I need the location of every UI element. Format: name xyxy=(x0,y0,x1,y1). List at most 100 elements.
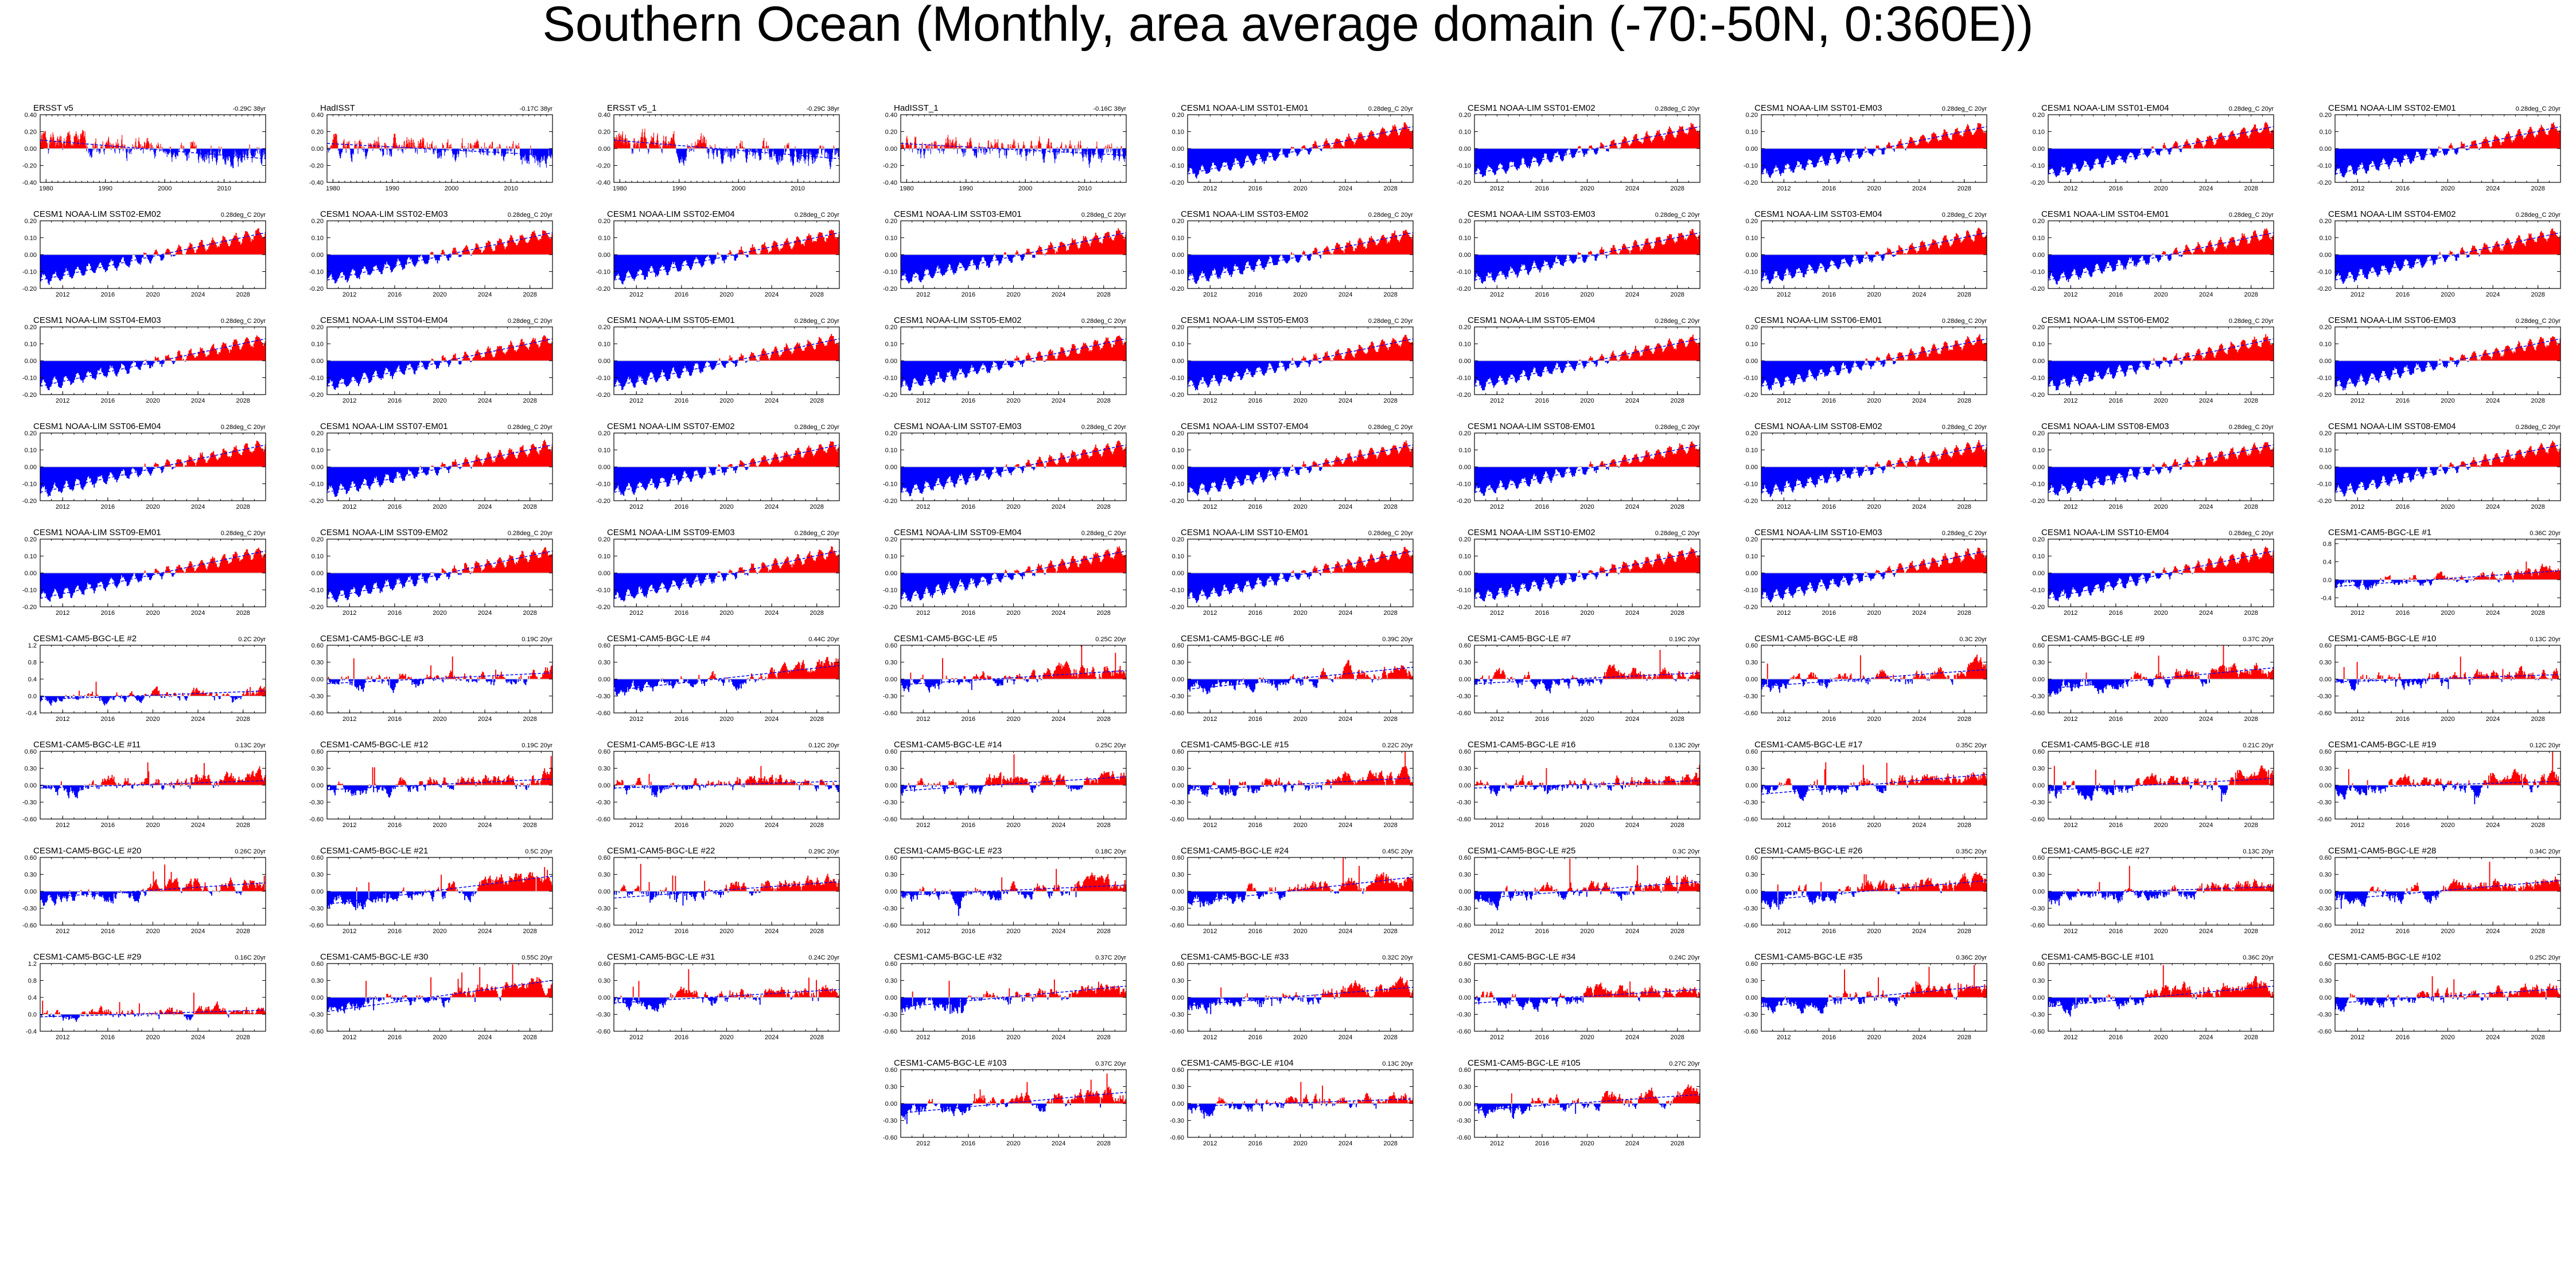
trend-label: 0.28deg_C 20yr xyxy=(1942,530,1987,537)
panel-19: CESM1 NOAA-LIM SST04-EM03 0.28deg_C 20yr 0… xyxy=(22,315,266,404)
y-tick-label: 0.00 xyxy=(1172,252,1184,259)
panel-title: CESM1 NOAA-LIM SST01-EM03 xyxy=(1754,103,1882,113)
trend-line xyxy=(326,444,553,493)
x-tick-label: 2020 xyxy=(2441,716,2454,723)
negative-anomaly-fill xyxy=(327,149,553,168)
x-tick-label: 1990 xyxy=(99,185,112,192)
series-area xyxy=(1188,547,1414,603)
y-tick-label: -0.30 xyxy=(2317,1012,2332,1019)
y-tick-label: 0.20 xyxy=(1172,536,1184,543)
positive-anomaly-fill xyxy=(912,979,1127,997)
trend-line xyxy=(40,882,266,898)
y-tick-label: -0.60 xyxy=(1457,1028,1471,1035)
panel-42: CESM1 NOAA-LIM SST10-EM02 0.28deg_C 20yr 0… xyxy=(1457,528,1701,617)
trend-label: 0.12C 20yr xyxy=(2530,742,2561,749)
negative-anomaly-fill xyxy=(327,467,472,497)
negative-anomaly-fill xyxy=(901,891,1077,916)
x-tick-label: 2020 xyxy=(1867,185,1881,192)
panel-title: CESM1 NOAA-LIM SST03-EM04 xyxy=(1754,209,1882,219)
y-tick-label: 0.00 xyxy=(598,782,610,789)
series-area xyxy=(327,756,553,798)
trend-line xyxy=(326,778,553,790)
x-tick-label: 2012 xyxy=(1203,185,1217,192)
x-tick-label: 2012 xyxy=(629,1034,643,1041)
y-tick-label: -0.4 xyxy=(26,1028,37,1035)
positive-anomaly-fill xyxy=(716,229,840,255)
x-tick-label: 2020 xyxy=(2154,928,2168,935)
y-tick-label: 0.10 xyxy=(1172,553,1184,560)
x-tick-label: 2016 xyxy=(675,1034,688,1041)
trend-line xyxy=(40,444,266,493)
series-area xyxy=(1188,440,1414,496)
x-tick-label: 2028 xyxy=(523,291,536,298)
y-tick-label: 0.00 xyxy=(2033,995,2045,1001)
y-tick-label: 0.00 xyxy=(598,570,610,577)
negative-anomaly-fill xyxy=(1188,997,1374,1015)
panel-37: CESM1 NOAA-LIM SST09-EM01 0.28deg_C 20yr 0… xyxy=(22,528,266,617)
series-area xyxy=(2048,645,2274,696)
trend-line xyxy=(2334,126,2561,174)
x-tick-label: 2012 xyxy=(1490,291,1504,298)
trend-line xyxy=(1474,989,1701,1004)
x-tick-label: 2020 xyxy=(1293,397,1307,404)
x-tick-label: 2016 xyxy=(962,1034,975,1041)
panel-title: CESM1 NOAA-LIM SST05-EM03 xyxy=(1181,315,1309,325)
x-tick-label: 2020 xyxy=(2154,1034,2168,1041)
x-tick-label: 2016 xyxy=(101,716,115,723)
trend-line xyxy=(2048,985,2274,1007)
trend-line xyxy=(900,338,1127,387)
y-tick-label: 0.00 xyxy=(312,782,324,789)
panel-33: CESM1 NOAA-LIM SST08-EM01 0.28deg_C 20yr 0… xyxy=(1457,422,1701,510)
trend-line xyxy=(2048,778,2274,791)
y-tick-label: 0.00 xyxy=(25,146,37,153)
x-tick-label: 2024 xyxy=(191,716,205,723)
x-tick-label: 2028 xyxy=(523,397,536,404)
y-tick-label: 0.10 xyxy=(2320,341,2332,348)
y-tick-label: 0.60 xyxy=(1746,642,1758,649)
x-tick-label: 2028 xyxy=(1096,928,1110,935)
y-tick-label: -0.30 xyxy=(309,1012,324,1019)
y-tick-label: -0.60 xyxy=(1457,1134,1471,1141)
y-tick-label: 0.00 xyxy=(2320,252,2332,259)
negative-anomaly-fill xyxy=(1761,149,1906,178)
y-tick-label: -0.60 xyxy=(2317,922,2332,929)
y-tick-label: -0.10 xyxy=(1744,163,1758,170)
positive-anomaly-fill xyxy=(718,334,840,361)
y-tick-label: 0.20 xyxy=(312,536,324,543)
x-tick-label: 2024 xyxy=(1052,504,1065,510)
panel-22: CESM1 NOAA-LIM SST05-EM02 0.28deg_C 20yr 0… xyxy=(883,315,1127,404)
trend-label: 0.44C 20yr xyxy=(808,636,839,643)
y-tick-label: 0.00 xyxy=(1459,888,1471,895)
panel-38: CESM1 NOAA-LIM SST09-EM02 0.28deg_C 20yr 0… xyxy=(309,528,553,617)
y-tick-label: -0.60 xyxy=(596,1028,610,1035)
x-tick-label: 2012 xyxy=(1490,716,1504,723)
y-tick-label: 0.20 xyxy=(2320,218,2332,225)
panel-39: CESM1 NOAA-LIM SST09-EM03 0.28deg_C 20yr 0… xyxy=(596,528,840,617)
y-tick-label: 0.60 xyxy=(885,1067,897,1074)
panel-title: CESM1 NOAA-LIM SST04-EM03 xyxy=(33,315,161,325)
panel-29: CESM1 NOAA-LIM SST07-EM01 0.28deg_C 20yr 0… xyxy=(309,422,553,510)
trend-line xyxy=(1761,774,1987,795)
x-tick-label: 2024 xyxy=(1625,928,1639,935)
negative-anomaly-fill xyxy=(40,361,186,391)
y-tick-label: 0.20 xyxy=(1746,324,1758,331)
x-tick-label: 2012 xyxy=(1777,928,1791,935)
negative-anomaly-fill xyxy=(327,679,540,693)
x-tick-label: 2024 xyxy=(1625,1140,1639,1147)
y-tick-label: 0.00 xyxy=(2320,146,2332,153)
panel-41: CESM1 NOAA-LIM SST10-EM01 0.28deg_C 20yr 0… xyxy=(1170,528,1414,617)
y-tick-label: -0.10 xyxy=(1170,269,1184,276)
series-area xyxy=(327,547,553,602)
x-tick-label: 1980 xyxy=(39,185,53,192)
trend-label: 0.28deg_C 20yr xyxy=(1368,106,1414,112)
x-tick-label: 2016 xyxy=(1248,928,1262,935)
panel-78: CESM1-CAM5-BGC-LE #34 0.24C 20yr 0.60 0.30 0… xyxy=(1457,952,1701,1041)
x-tick-label: 2012 xyxy=(629,504,643,510)
y-tick-label: 0.20 xyxy=(1746,112,1758,119)
y-tick-label: -0.30 xyxy=(1457,1012,1471,1019)
x-tick-label: 2010 xyxy=(791,185,804,192)
y-tick-label: -0.60 xyxy=(2030,816,2045,823)
y-tick-label: 0.20 xyxy=(1746,536,1758,543)
negative-anomaly-fill xyxy=(327,997,501,1013)
y-tick-label: 0.00 xyxy=(1746,782,1758,789)
